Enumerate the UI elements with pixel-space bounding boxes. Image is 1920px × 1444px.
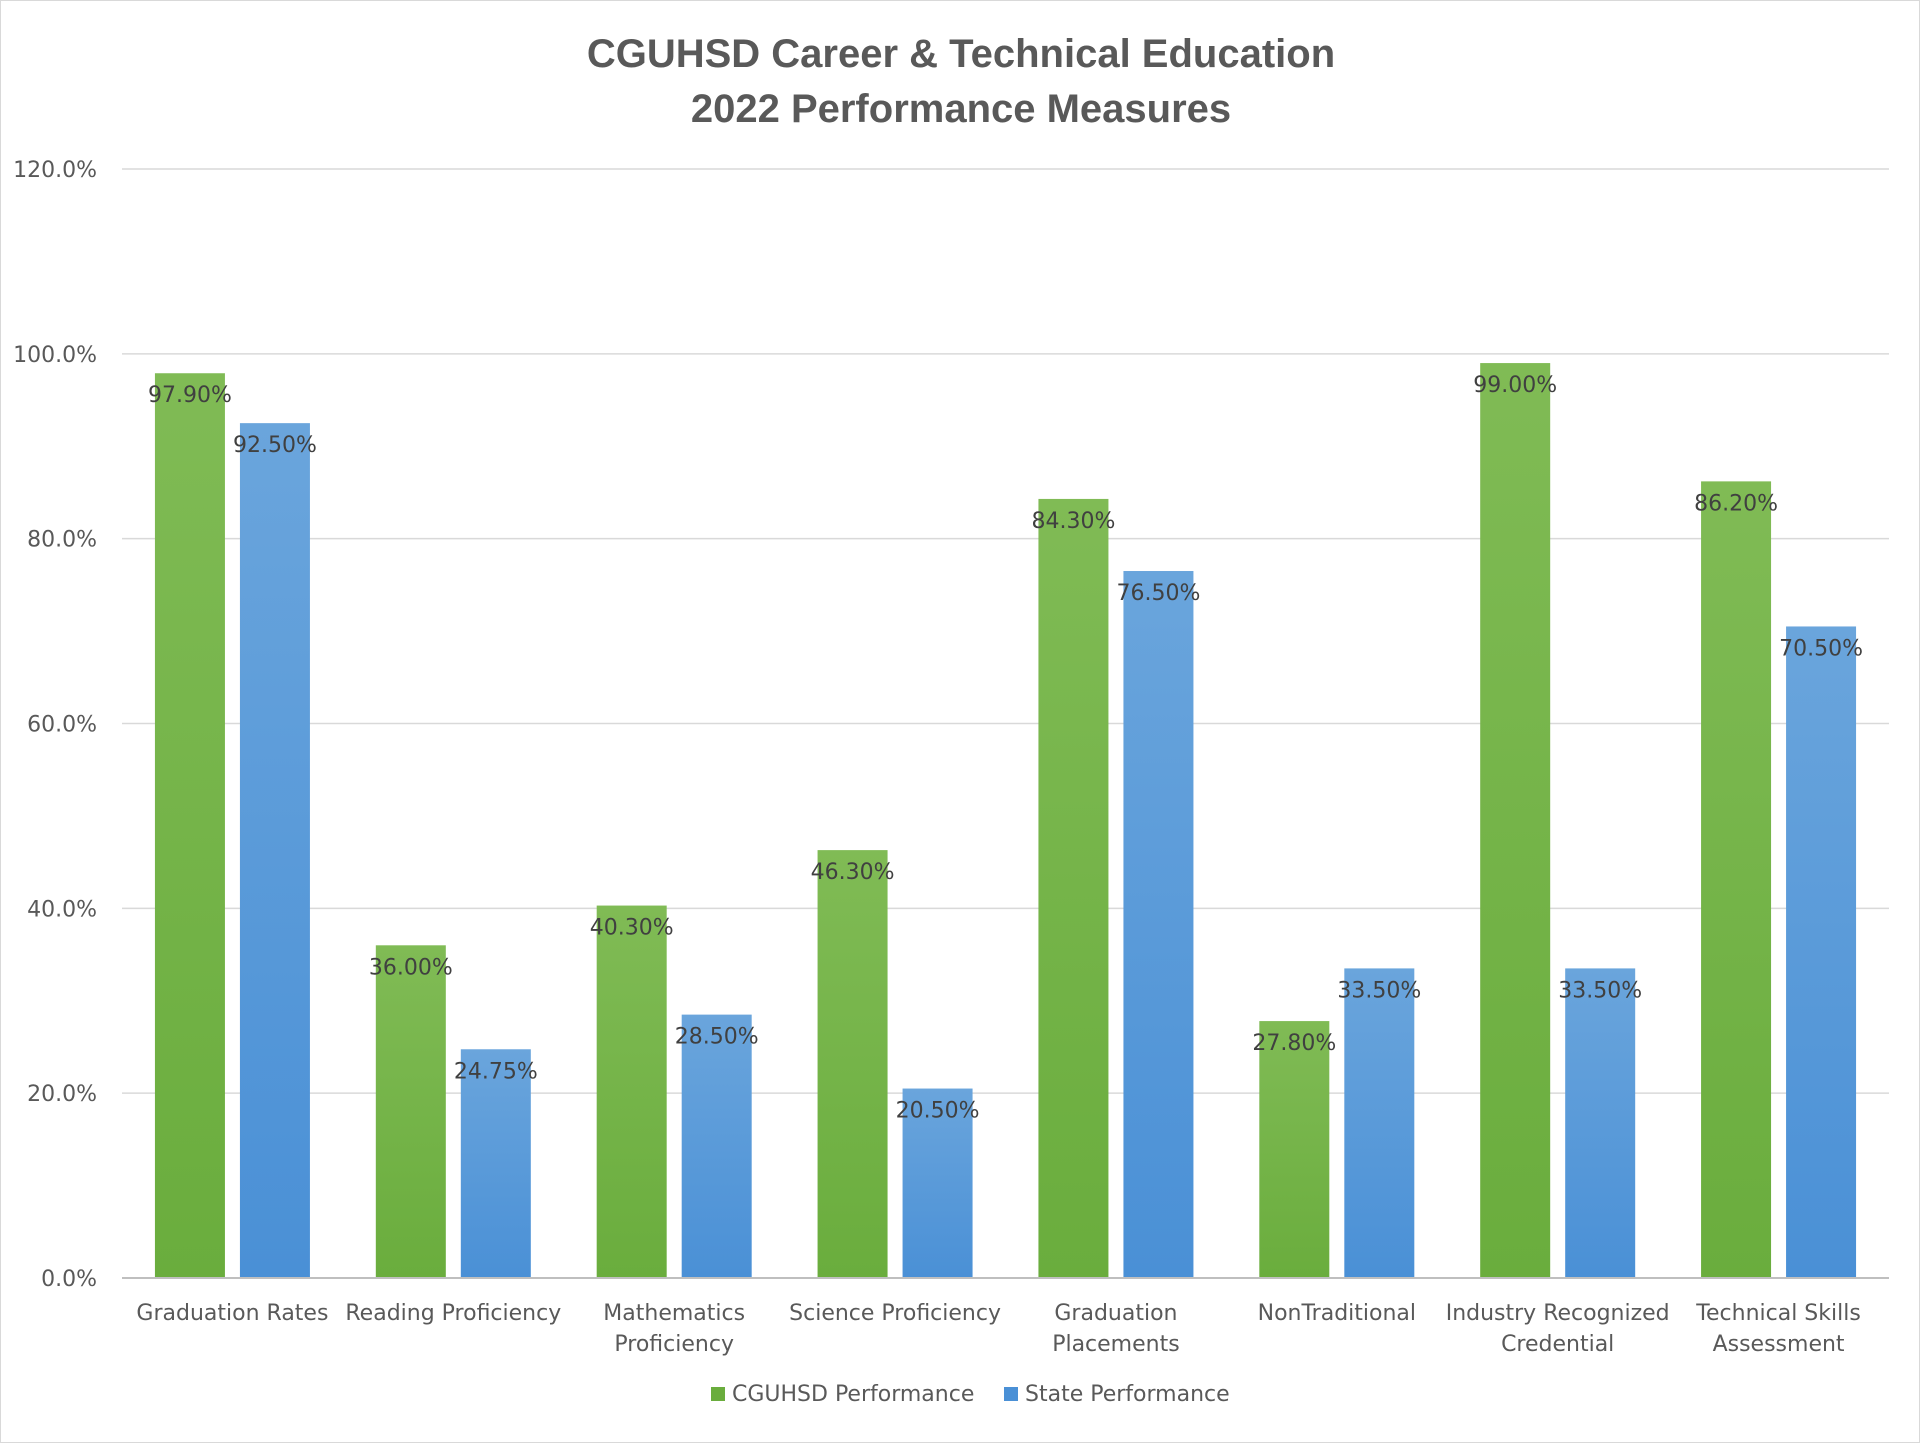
- legend: CGUHSD Performance State Performance: [711, 1382, 1230, 1407]
- x-category-label: Proficiency: [614, 1332, 734, 1357]
- bar-state: [1344, 968, 1415, 1278]
- x-category-label: Graduation Rates: [136, 1301, 328, 1326]
- bar-state: [1123, 571, 1194, 1278]
- legend-swatch: [1004, 1387, 1018, 1401]
- y-tick-label: 80.0%: [27, 528, 97, 553]
- bar-state: [239, 423, 310, 1278]
- x-category-label: Graduation: [1054, 1301, 1177, 1326]
- x-category-label: Technical Skills: [1695, 1301, 1861, 1326]
- y-tick-label: 40.0%: [27, 897, 97, 922]
- x-category-label: Credential: [1501, 1332, 1614, 1357]
- data-label: 92.50%: [233, 433, 317, 458]
- x-category-label: Assessment: [1713, 1332, 1845, 1357]
- bar-state: [1565, 968, 1636, 1278]
- chart-title-line: CGUHSD Career & Technical Education: [587, 32, 1335, 76]
- data-label: 76.50%: [1116, 581, 1200, 606]
- data-label: 20.50%: [896, 1099, 980, 1124]
- data-label: 33.50%: [1337, 978, 1421, 1003]
- data-label: 70.50%: [1779, 636, 1863, 661]
- bar-state: [1786, 626, 1857, 1278]
- chart-title: CGUHSD Career & Technical Education 2022 …: [587, 32, 1335, 131]
- data-label: 97.90%: [148, 383, 232, 408]
- x-category-label: Mathematics: [603, 1301, 745, 1326]
- legend-label: CGUHSD Performance: [732, 1382, 974, 1407]
- data-label: 28.50%: [675, 1025, 759, 1050]
- bar-cgushd: [1038, 498, 1109, 1278]
- data-labels: 97.90%92.50% 36.00% 24.75% 40.30% 28.50% 46.3…: [148, 373, 1863, 1123]
- bar-cgushd: [1480, 363, 1551, 1278]
- y-tick-label: 0.0%: [41, 1267, 97, 1292]
- data-label: 46.30%: [811, 860, 895, 885]
- data-label: 99.00%: [1473, 373, 1557, 398]
- x-category-label: NonTraditional: [1258, 1301, 1416, 1326]
- bars: [154, 363, 1857, 1278]
- chart-title-line: 2022 Performance Measures: [691, 87, 1231, 131]
- bar-cgushd: [596, 905, 667, 1278]
- data-label: 86.20%: [1694, 491, 1778, 516]
- data-label: 27.80%: [1252, 1031, 1336, 1056]
- x-category-label: Placements: [1052, 1332, 1180, 1357]
- x-category-label: Industry Recognized: [1446, 1301, 1670, 1326]
- data-label: 36.00%: [369, 955, 453, 980]
- data-label: 33.50%: [1558, 978, 1642, 1003]
- y-tick-label: 120.0%: [13, 158, 97, 183]
- bar-cgushd: [817, 850, 888, 1278]
- bar-state: [902, 1088, 973, 1278]
- y-tick-label: 20.0%: [27, 1082, 97, 1107]
- data-label: 40.30%: [590, 916, 674, 941]
- bar-state: [681, 1014, 752, 1278]
- bar-cgushd: [154, 373, 225, 1278]
- legend-swatch: [711, 1387, 725, 1401]
- data-label: 24.75%: [454, 1059, 538, 1084]
- x-axis-categories: Graduation Rates Reading Proficiency Mathe…: [136, 1301, 1860, 1357]
- bar-cgushd: [375, 945, 446, 1278]
- y-tick-label: 100.0%: [13, 343, 97, 368]
- bar-cgushd: [1259, 1021, 1330, 1278]
- bar-state: [460, 1049, 531, 1278]
- x-category-label: Science Proficiency: [789, 1301, 1001, 1326]
- legend-label: State Performance: [1025, 1382, 1230, 1407]
- y-axis-ticks: 0.0% 20.0% 40.0% 60.0% 80.0% 100.0% 120.0%: [13, 158, 97, 1292]
- data-label: 84.30%: [1031, 509, 1115, 534]
- y-tick-label: 60.0%: [27, 713, 97, 738]
- bar-cgushd: [1701, 481, 1772, 1278]
- x-category-label: Reading Proficiency: [345, 1301, 561, 1326]
